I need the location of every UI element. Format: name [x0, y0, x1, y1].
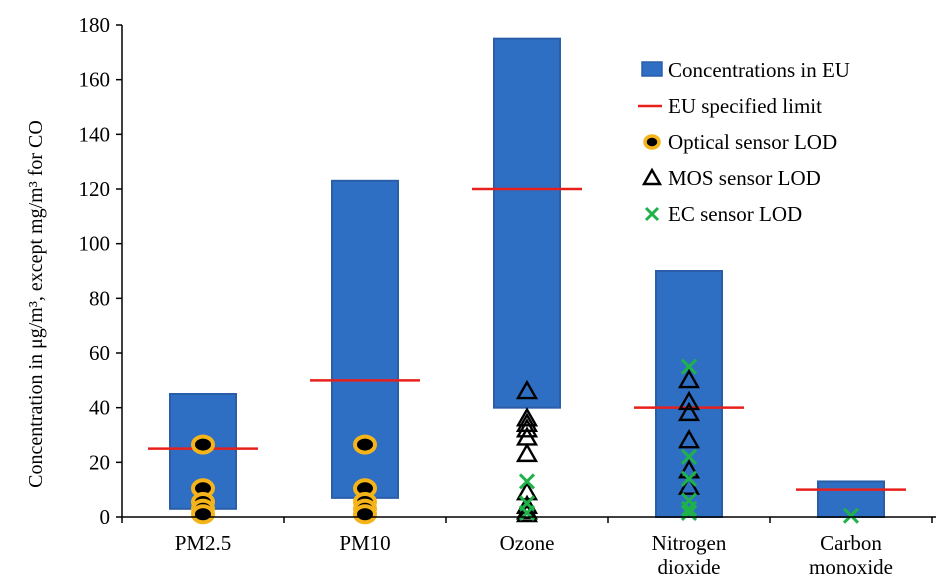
- x-tick-label: Ozone: [500, 531, 555, 555]
- mos-lod-marker: [677, 475, 701, 495]
- legend-swatch-x: [644, 206, 660, 222]
- legend-swatch-circle: [643, 134, 661, 150]
- x-tick-label: Carbon: [820, 531, 882, 555]
- mos-lod-marker: [677, 368, 701, 389]
- x-tick-label: Nitrogen: [652, 531, 727, 555]
- y-tick-label: 120: [79, 177, 111, 201]
- concentration-bar: [493, 37, 561, 409]
- optical-lod-marker: [191, 434, 215, 455]
- mos-lod-marker: [677, 429, 701, 449]
- mos-lod-marker: [515, 418, 539, 438]
- legend-swatch-triangle: [641, 167, 663, 186]
- ec-lod-marker: [680, 358, 698, 375]
- y-tick-label: 140: [79, 122, 111, 146]
- ec-lod-marker: [842, 507, 860, 524]
- legend-label: EC sensor LOD: [668, 202, 802, 226]
- x-tick-label: dioxide: [658, 555, 721, 578]
- y-tick-label: 180: [79, 13, 111, 37]
- optical-lod-marker: [191, 504, 215, 525]
- x-tick-label: PM10: [339, 531, 390, 555]
- ec-lod-marker: [680, 470, 698, 487]
- legend-label: EU specified limit: [668, 94, 822, 118]
- y-tick-label: 160: [79, 68, 111, 92]
- ec-lod-marker: [680, 448, 698, 465]
- ec-lod-marker: [518, 473, 536, 490]
- mos-lod-marker: [515, 407, 539, 427]
- y-tick-label: 0: [100, 505, 111, 529]
- lod-markers: [191, 358, 860, 525]
- legend-label: MOS sensor LOD: [668, 166, 821, 190]
- y-axis-label: Concentration in μg/m³, except mg/m³ for…: [25, 120, 47, 488]
- legend-label: Concentrations in EU: [668, 58, 850, 82]
- ec-lod-marker: [680, 500, 698, 517]
- y-tick-label: 40: [89, 396, 110, 420]
- optical-lod-marker: [353, 434, 377, 455]
- concentration-bar: [817, 480, 885, 519]
- x-tick-label: PM2.5: [175, 531, 232, 555]
- mos-lod-marker: [677, 401, 701, 422]
- x-tick-label: monoxide: [809, 555, 893, 578]
- mos-lod-marker: [515, 502, 539, 523]
- legend-swatch-bar: [641, 61, 663, 77]
- y-tick-label: 60: [89, 341, 110, 365]
- optical-lod-marker: [353, 504, 377, 525]
- legend: Concentrations in EU EU specified limit Op…: [638, 58, 850, 226]
- y-tick-label: 20: [89, 450, 110, 474]
- mos-lod-marker: [515, 442, 539, 463]
- y-tick-label: 100: [79, 232, 111, 256]
- y-axis: 0 20 40 60 80 100 120 140 160 180: [79, 13, 123, 529]
- legend-label: Optical sensor LOD: [668, 130, 837, 154]
- y-tick-label: 80: [89, 286, 110, 310]
- mos-lod-marker: [677, 390, 701, 411]
- mos-lod-marker: [515, 379, 539, 400]
